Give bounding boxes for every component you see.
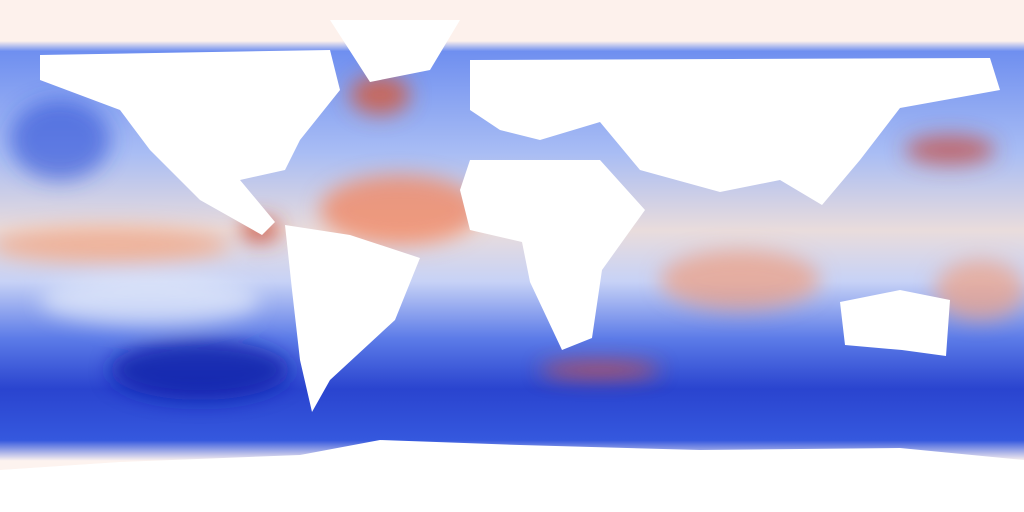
land	[0, 20, 1024, 512]
anomaly-patches	[0, 75, 1024, 400]
